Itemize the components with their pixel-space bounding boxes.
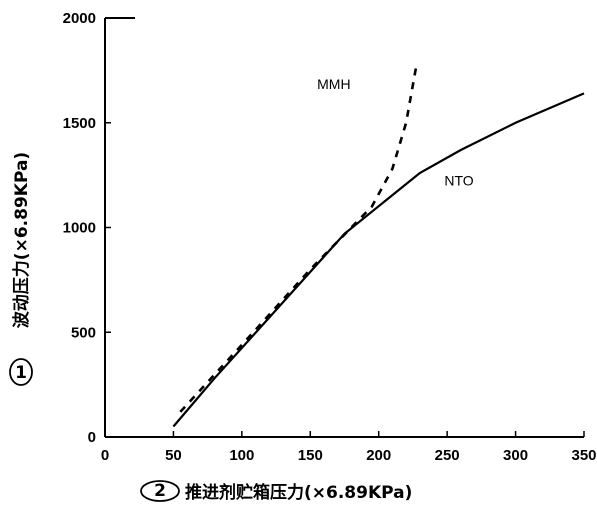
x-tick-label-200: 200	[366, 447, 391, 464]
series-label-nto: NTO	[444, 173, 473, 189]
y-tick-label-1000: 1000	[63, 220, 96, 237]
series-line-mmh	[179, 61, 419, 413]
series-group	[172, 61, 585, 428]
x-marker-text: 2	[154, 481, 166, 501]
x-tick-label-0: 0	[101, 447, 109, 464]
x-axis-title-group: 2 推进剂贮箱压力(×6.89KPa)	[140, 480, 412, 503]
x-tick-label-300: 300	[503, 447, 528, 464]
x-marker-circle	[140, 480, 180, 502]
y-marker-circle	[9, 358, 33, 386]
labels: NTO MMH	[317, 76, 474, 188]
y-tick-label-500: 500	[71, 324, 96, 341]
y-tick-label-0: 0	[88, 429, 96, 446]
x-ticks: 0 50 100 150 200 250 300 350	[101, 431, 597, 464]
x-tick-label-250: 250	[435, 447, 460, 464]
x-tick-label-350: 350	[571, 447, 596, 464]
series-label-mmh: MMH	[317, 76, 350, 92]
series-line-nto	[172, 92, 585, 428]
x-tick-label-50: 50	[165, 447, 182, 464]
y-axis-title: 波动压力(×6.89KPa)	[11, 152, 32, 328]
y-axis-title-group: 1 波动压力(×6.89KPa)	[9, 152, 33, 386]
x-tick-label-100: 100	[229, 447, 254, 464]
y-tick-label-2000: 2000	[63, 10, 96, 27]
x-tick-label-150: 150	[298, 447, 323, 464]
y-ticks: 0 500 1000 1500 2000	[63, 10, 111, 446]
x-axis-title: 推进剂贮箱压力(×6.89KPa)	[185, 482, 412, 503]
y-tick-label-1500: 1500	[63, 115, 96, 132]
y-marker-text: 1	[15, 363, 27, 383]
